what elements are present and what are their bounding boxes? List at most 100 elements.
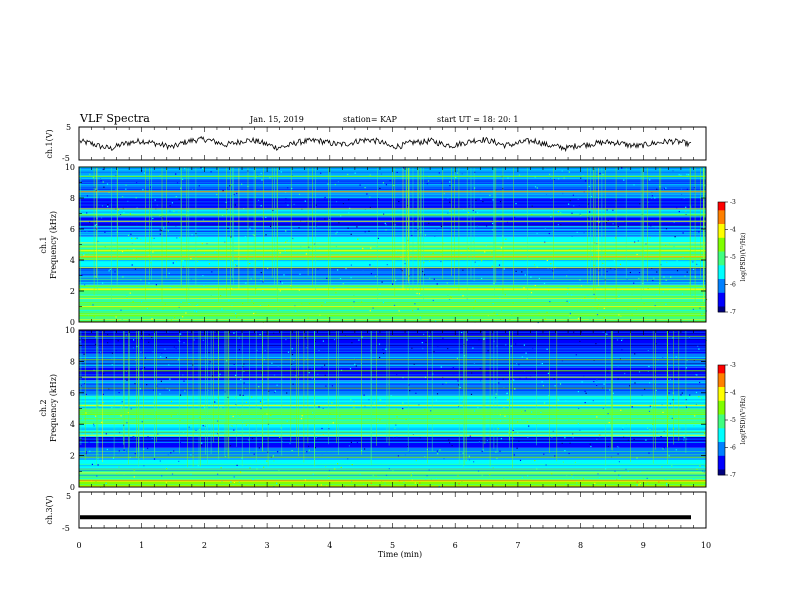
spectrogram-speck [616, 478, 618, 480]
spectrogram-speck [587, 217, 589, 219]
spectrogram-speck [438, 172, 440, 174]
spectrogram-speck [482, 417, 484, 419]
spectrogram-speck [665, 187, 667, 189]
spectrogram-speck [456, 172, 458, 174]
spectrogram-speck [134, 238, 136, 240]
spectrogram-speck [173, 210, 175, 212]
spectrogram-speck [568, 419, 570, 421]
spectrogram-speck [704, 465, 706, 467]
spectrogram-speck [467, 247, 469, 249]
spectrogram-speck [386, 264, 388, 266]
spectrogram-speck [402, 377, 404, 379]
spectrogram-speck [603, 383, 605, 385]
spectrogram-speck [577, 317, 580, 320]
spectrogram-speck [450, 297, 452, 299]
spectrogram-speck [514, 263, 516, 265]
spectrogram-speck [161, 229, 163, 232]
spectrogram-speck [182, 316, 184, 318]
spectrogram-speck [264, 412, 266, 415]
spectrogram-speck [656, 188, 658, 190]
spectrogram-speck [447, 212, 449, 214]
spectrogram-speck [596, 242, 598, 245]
spectrogram-speck [638, 484, 640, 486]
spectrogram-speck [540, 363, 542, 365]
spectrogram-speck [693, 359, 695, 361]
spectrogram-speck [267, 267, 269, 269]
spectrogram-speck [521, 411, 523, 413]
spectrogram-speck [384, 482, 386, 484]
spectrogram-speck [233, 481, 235, 484]
colorbar-segment [718, 254, 725, 258]
spectrogram-speck [599, 173, 601, 175]
spectrogram-speck [430, 478, 432, 480]
spectrogram-speck [572, 476, 574, 478]
spectrogram-speck [557, 211, 560, 213]
colorbar-segment [718, 257, 725, 261]
spectrogram-speck [216, 193, 218, 196]
spectrogram-speck [575, 354, 577, 356]
spectrogram-speck [81, 415, 84, 417]
spectrogram-speck [141, 405, 143, 407]
spectrogram-speck [292, 238, 295, 240]
spectrogram-speck [196, 249, 198, 251]
spectrogram-speck [474, 300, 476, 302]
spectrogram-speck [277, 451, 279, 453]
spectrogram-speck [389, 180, 391, 182]
spectrogram-speck [515, 203, 517, 205]
spectrogram-speck [474, 261, 476, 263]
spectrogram-speck [463, 296, 465, 298]
colorbar-segment [718, 436, 725, 440]
spectrogram-speck [672, 337, 674, 339]
spectrogram-speck [298, 227, 300, 229]
colorbar-segment [718, 298, 725, 302]
spectrogram-speck [267, 423, 270, 425]
spectrogram-speck [481, 277, 483, 279]
spectrogram-speck [661, 466, 663, 468]
spectrogram-speck [385, 348, 387, 350]
spectrogram-speck [95, 231, 97, 233]
spectrogram-speck [464, 199, 466, 202]
spectrogram-speck [379, 399, 381, 401]
colorbar-segment [718, 422, 725, 426]
colorbar-segment [718, 240, 725, 244]
spectrogram-speck [197, 465, 199, 467]
spectrogram-speck [486, 372, 488, 374]
spectrogram-speck [393, 304, 396, 306]
spectrogram-speck [136, 207, 138, 209]
colorbar-segment [718, 215, 725, 219]
xtick-label: 4 [327, 541, 332, 550]
spectrogram-speck [411, 347, 413, 349]
spectrogram-speck [596, 384, 598, 386]
spectrogram-speck [152, 351, 154, 353]
spectrogram-speck [686, 438, 688, 440]
spectrogram-speck [306, 358, 308, 360]
spectrogram-speck [695, 403, 698, 405]
colorbar-segment [718, 243, 725, 247]
spectrogram-speck [571, 294, 573, 296]
spectrogram-speck [240, 378, 242, 380]
spectrogram-speck [440, 251, 442, 253]
spectrogram-speck [569, 200, 571, 202]
spectrogram-speck [295, 310, 297, 312]
spectrogram-speck [317, 437, 319, 440]
spectrogram-speck [602, 173, 604, 176]
spectrogram-speck [549, 301, 551, 303]
spectrogram-speck [193, 441, 195, 443]
spectrogram-speck [606, 485, 608, 487]
spectrogram-speck [240, 471, 242, 473]
spectrogram-speck [290, 445, 292, 448]
spectrogram-speck [596, 379, 598, 381]
spectrogram-speck [164, 348, 166, 350]
spectrogram-speck [594, 168, 596, 170]
spectrogram-speck [91, 432, 93, 435]
colorbar-ticklabel: -7 [730, 472, 736, 479]
spectrogram-speck [381, 481, 383, 483]
spectrogram-speck [552, 406, 554, 408]
spectrogram-speck [276, 482, 278, 484]
spectrogram-speck [416, 292, 418, 294]
spectrogram-speck [447, 197, 449, 200]
spectrogram-speck [500, 438, 502, 440]
ylabel-line: Frequency (kHz) [49, 211, 58, 279]
spectrogram-speck [486, 440, 488, 442]
spectrogram-speck [701, 398, 703, 400]
